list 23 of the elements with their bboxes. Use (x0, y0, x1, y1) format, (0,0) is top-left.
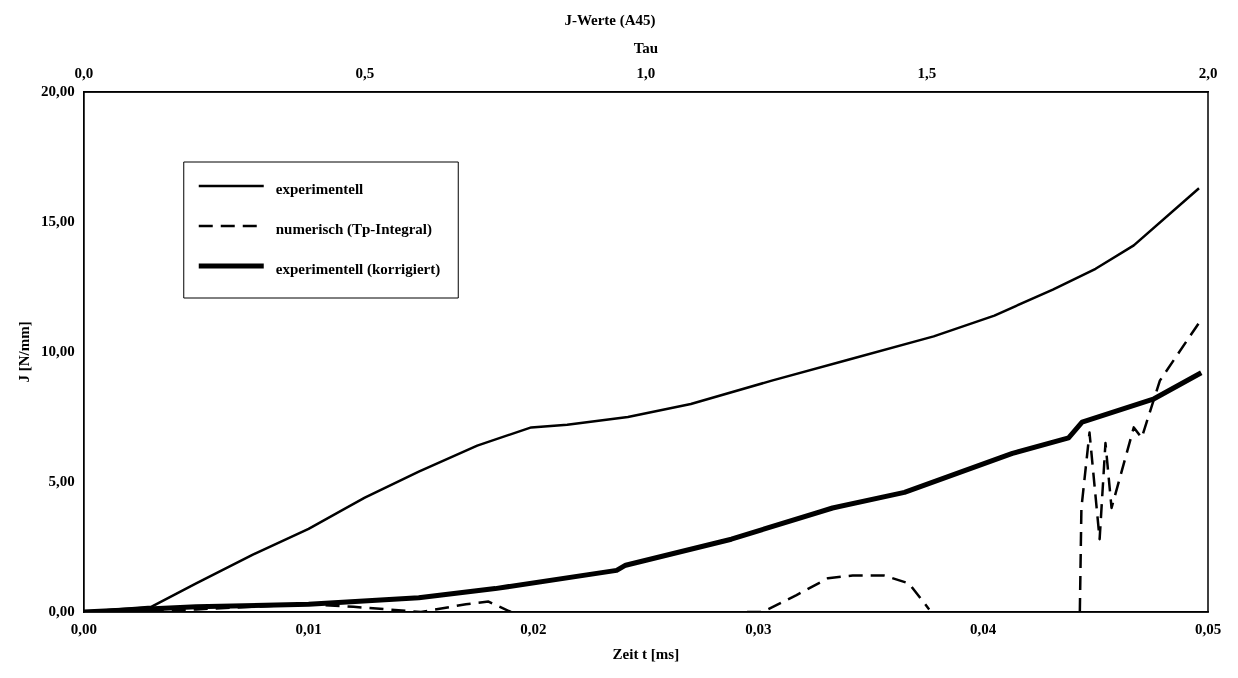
x-tick-label: 0,01 (295, 620, 322, 637)
x2-axis-title: Tau (633, 39, 659, 56)
y-tick-label: 5,00 (48, 472, 75, 489)
x-tick-label: 0,02 (520, 620, 547, 637)
y-axis-title: J [N/mm] (15, 321, 32, 383)
x2-tick-label: 1,5 (917, 64, 937, 81)
x2-tick-label: 2,0 (1198, 64, 1218, 81)
legend-label: experimentell (korrigiert) (275, 260, 441, 278)
y-tick-label: 10,00 (41, 342, 75, 359)
legend-label: numerisch (Tp-Integral) (275, 220, 432, 238)
x-tick-label: 0,03 (745, 620, 772, 637)
x-axis-title: Zeit t [ms] (612, 645, 680, 662)
x-tick-label: 0,04 (970, 620, 997, 637)
legend-label: experimentell (275, 180, 364, 197)
x2-tick-label: 1,0 (636, 64, 656, 81)
x-tick-label: 0,00 (70, 620, 97, 637)
x2-tick-label: 0,0 (74, 64, 94, 81)
y-tick-label: 20,00 (41, 82, 75, 99)
y-tick-label: 15,00 (41, 212, 75, 229)
y-tick-label: 0,00 (48, 602, 75, 619)
x2-tick-label: 0,5 (355, 64, 375, 81)
x-tick-label: 0,05 (1194, 620, 1222, 637)
chart-title: J-Werte (A45) (564, 11, 656, 29)
